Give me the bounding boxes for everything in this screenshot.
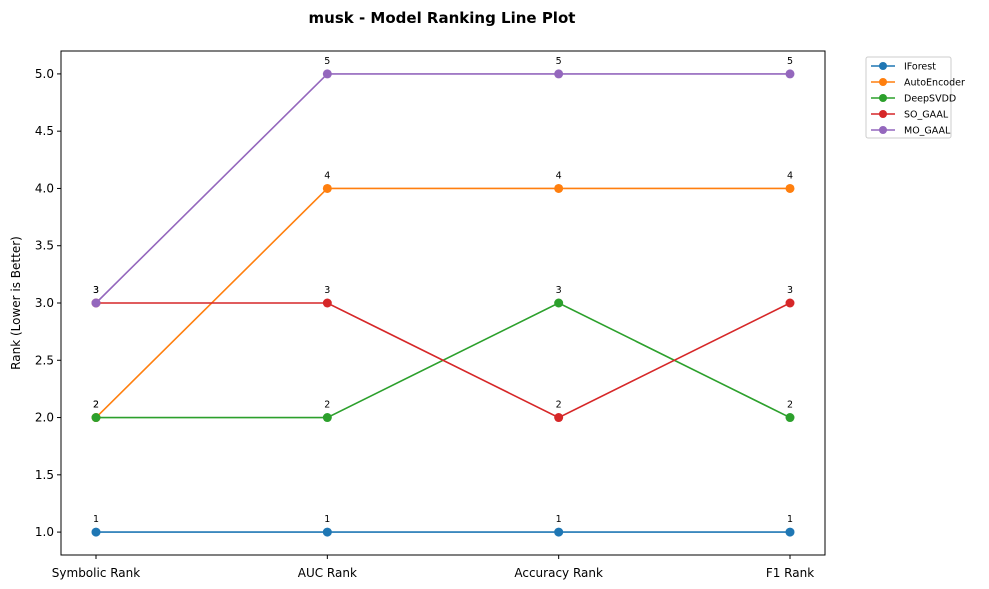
data-label: 3 (93, 285, 99, 296)
data-label: 1 (556, 514, 562, 525)
series-line (96, 302, 791, 419)
data-point (554, 527, 564, 537)
x-tick-label: Accuracy Rank (514, 566, 603, 580)
data-label: 3 (93, 285, 99, 296)
legend-marker (879, 126, 887, 134)
data-label: 5 (324, 56, 330, 67)
data-label: 2 (787, 400, 793, 411)
data-point (554, 298, 564, 308)
data-label: 2 (93, 400, 99, 411)
y-tick-label: 4.0 (35, 181, 54, 195)
data-label: 3 (787, 285, 793, 296)
series-iforest (91, 527, 795, 537)
y-axis-label: Rank (Lower is Better) (9, 236, 23, 370)
y-axis-ticks: 1.0 1.5 2.0 2.5 3.0 3.5 4.0 4.5 5.0 (35, 67, 61, 539)
data-label: 2 (556, 400, 562, 411)
data-label: 1 (93, 514, 99, 525)
x-tick-label: AUC Rank (298, 566, 357, 580)
data-label: 4 (324, 170, 330, 181)
legend-box (865, 56, 952, 139)
data-point (322, 413, 332, 423)
x-tick-label: Symbolic Rank (52, 566, 140, 580)
data-label: 1 (787, 514, 793, 525)
data-point (322, 298, 332, 308)
series-line (95, 73, 790, 304)
data-label: 4 (787, 170, 793, 181)
data-point (554, 183, 564, 193)
y-tick-label: 2.0 (35, 411, 54, 425)
legend: IForest AutoEncoder DeepSVDD SO_GAAL MO_GAAL (865, 56, 965, 139)
data-label: 5 (556, 56, 562, 67)
y-tick-label: 3.0 (35, 296, 54, 310)
data-point (322, 183, 332, 193)
data-label: 1 (324, 514, 330, 525)
legend-marker (879, 78, 887, 86)
series-mo-gaal (91, 69, 795, 308)
y-tick-label: 5.0 (35, 67, 54, 81)
y-tick-label: 3.5 (35, 239, 54, 253)
data-point (785, 69, 795, 79)
legend-label: MO_GAAL (904, 126, 951, 137)
data-point (785, 183, 795, 193)
data-point (554, 69, 564, 79)
legend-label: IForest (904, 62, 936, 73)
y-tick-label: 4.5 (35, 124, 54, 138)
data-label: 3 (556, 285, 562, 296)
legend-marker (879, 62, 887, 70)
legend-label: AutoEncoder (904, 78, 965, 89)
data-label: 3 (324, 285, 330, 296)
x-tick-label: F1 Rank (766, 566, 814, 580)
data-point (785, 413, 795, 423)
y-tick-label: 1.5 (35, 468, 54, 482)
data-label: 4 (556, 170, 562, 181)
data-point (91, 413, 101, 423)
legend-marker (879, 94, 887, 102)
data-label: 2 (93, 400, 99, 411)
legend-marker (879, 110, 887, 118)
legend-label: SO_GAAL (904, 110, 949, 121)
data-point (785, 298, 795, 308)
data-point (322, 69, 332, 79)
legend-label: DeepSVDD (904, 94, 956, 105)
chart-title: musk - Model Ranking Line Plot (309, 9, 576, 27)
x-axis-ticks: Symbolic Rank AUC Rank Accuracy Rank F1 Ran… (52, 555, 814, 580)
y-tick-label: 2.5 (35, 353, 54, 367)
data-label: 5 (787, 56, 793, 67)
data-point (91, 298, 101, 308)
y-tick-label: 1.0 (35, 525, 54, 539)
data-point (91, 527, 101, 537)
data-point (554, 413, 564, 423)
data-label: 2 (324, 400, 330, 411)
data-point (785, 527, 795, 537)
data-point (322, 527, 332, 537)
